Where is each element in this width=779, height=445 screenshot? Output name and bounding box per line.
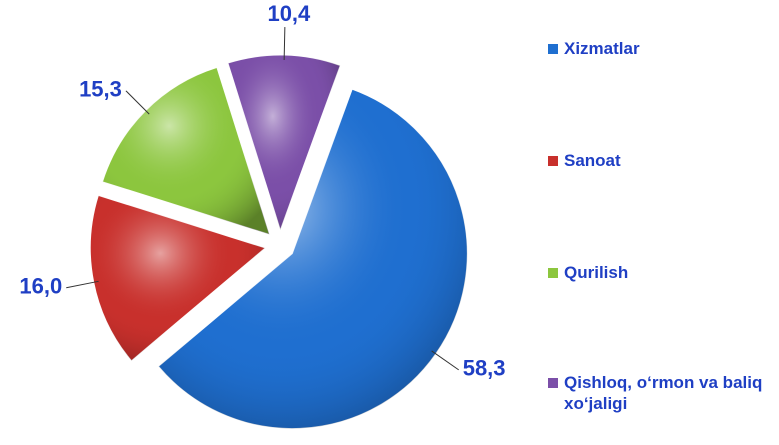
- legend-item: Sanoat: [548, 150, 773, 171]
- legend-swatch: [548, 268, 558, 278]
- legend-item: Xizmatlar: [548, 38, 773, 59]
- legend-swatch: [548, 44, 558, 54]
- legend-label: Qurilish: [564, 263, 629, 282]
- legend-swatch: [548, 156, 558, 166]
- leader-line: [125, 90, 150, 115]
- legend-item: Qishloq, o‘rmon va baliq xo‘jaligi: [548, 372, 773, 414]
- data-label: 10,4: [267, 1, 311, 26]
- legend-item: Qurilish: [548, 262, 773, 283]
- leader-line: [431, 350, 459, 371]
- data-label: 16,0: [19, 274, 62, 299]
- data-label: 15,3: [79, 77, 122, 102]
- legend-swatch: [548, 378, 558, 388]
- legend-label: Qishloq, o‘rmon va baliq xo‘jaligi: [564, 373, 763, 413]
- chart: 58,3 16,0 15,3 10,4: [19, 1, 506, 430]
- legend-label: Sanoat: [564, 151, 621, 170]
- leader-line: [283, 27, 286, 61]
- legend-label: Xizmatlar: [564, 39, 640, 58]
- data-label: 58,3: [463, 356, 506, 381]
- leader-line: [66, 280, 99, 289]
